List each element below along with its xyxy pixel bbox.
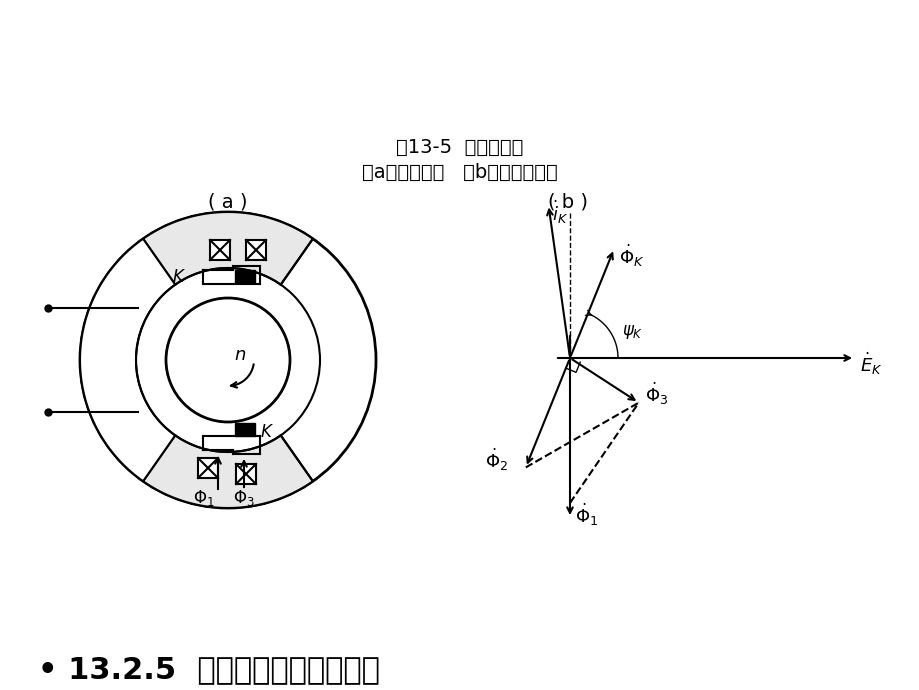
Text: 图13-5  罩极电动机: 图13-5 罩极电动机 <box>396 138 523 157</box>
Bar <box>234 270 255 283</box>
Bar <box>198 458 218 478</box>
Text: （a）结构简图   （b）磁通相量图: （a）结构简图 （b）磁通相量图 <box>362 163 557 182</box>
Text: • 13.2.5  单相罩极式感应电动机: • 13.2.5 单相罩极式感应电动机 <box>38 655 380 684</box>
Text: $\mathit{\Phi}_3$: $\mathit{\Phi}_3$ <box>233 488 255 508</box>
Polygon shape <box>143 212 312 285</box>
Text: $\dot{\mathit{i}}_K$: $\dot{\mathit{i}}_K$ <box>551 199 568 226</box>
Polygon shape <box>143 435 312 508</box>
Text: $\dot{\mathit{E}}_K$: $\dot{\mathit{E}}_K$ <box>859 351 881 377</box>
Bar <box>236 464 255 484</box>
Polygon shape <box>80 239 175 481</box>
Bar <box>245 240 266 260</box>
Bar <box>210 240 230 260</box>
Text: $\mathit{K}$: $\mathit{K}$ <box>260 423 274 441</box>
Text: $\mathit{\Phi}_1$: $\mathit{\Phi}_1$ <box>193 488 214 508</box>
Text: $\mathit{n}$: $\mathit{n}$ <box>233 346 246 364</box>
Text: $\dot{\mathit{\Phi}}_K$: $\dot{\mathit{\Phi}}_K$ <box>618 243 644 269</box>
Text: $\mathit{K}$: $\mathit{K}$ <box>172 268 186 286</box>
Text: $\dot{\mathit{\Phi}}_2$: $\dot{\mathit{\Phi}}_2$ <box>484 447 507 473</box>
Text: ( b ): ( b ) <box>548 192 587 211</box>
Text: $\dot{\mathit{\Phi}}_3$: $\dot{\mathit{\Phi}}_3$ <box>644 380 667 406</box>
Text: $\mathit{\psi}_K$: $\mathit{\psi}_K$ <box>621 323 642 341</box>
Bar <box>234 423 255 436</box>
Text: $\dot{\mathit{\Phi}}_1$: $\dot{\mathit{\Phi}}_1$ <box>574 502 597 528</box>
Text: ( a ): ( a ) <box>208 192 247 211</box>
